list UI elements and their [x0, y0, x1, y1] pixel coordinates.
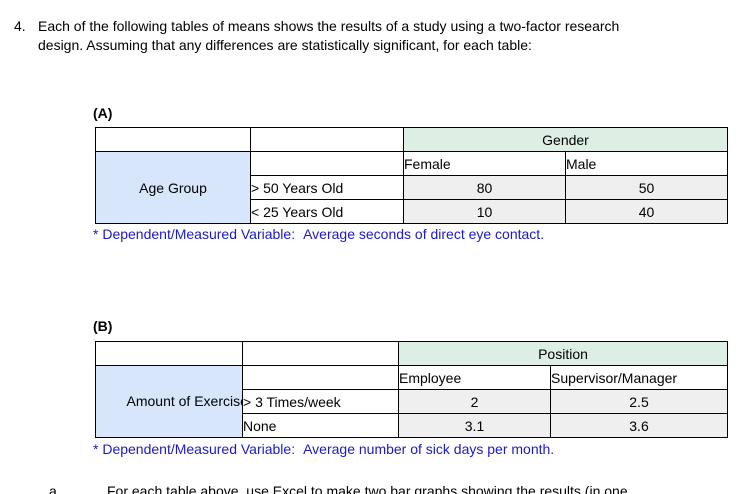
table-b-value-0-0: 2 — [398, 389, 551, 414]
table-b-column-header-employee: Employee — [398, 365, 551, 390]
spacer-cell — [250, 127, 404, 152]
sub-item-a: a. For each table above, use Excel to ma… — [49, 482, 628, 494]
question-text-line-2: design. Assuming that any differences ar… — [38, 37, 532, 53]
spacer-cell — [95, 127, 251, 152]
table-b: Position Amount of Exercise Employee Sup… — [95, 341, 728, 438]
table-a-row-label-1: < 25 Years Old — [250, 199, 404, 224]
table-a-note: * Dependent/Measured Variable: Average se… — [93, 226, 544, 242]
table-b-row-factor-text: Amount of Exercise — [126, 393, 243, 409]
table-a-header-row: Age Group Female Male — [95, 151, 728, 224]
table-b-column-factor-header: Position — [398, 341, 728, 366]
spacer-cell — [95, 341, 243, 366]
table-a-note-label: * Dependent/Measured Variable: — [93, 226, 296, 242]
table-a-column-header-female: Female — [403, 151, 566, 176]
table-a-column-factor-header: Gender — [403, 127, 728, 152]
table-b-row-label-0: > 3 Times/week — [242, 389, 399, 414]
table-a-value-0-0: 80 — [403, 175, 566, 200]
table-b-column-header-supervisor: Supervisor/Manager — [550, 365, 728, 390]
table-row: < 25 Years Old 10 40 — [96, 199, 728, 224]
table-a-label: (A) — [93, 105, 113, 121]
table-b-header-row: Amount of Exercise Employee Supervisor/M… — [95, 365, 728, 438]
question-text-line-1: Each of the following tables of means sh… — [38, 18, 620, 34]
sub-item-a-marker: a. — [49, 483, 61, 494]
question-4: 4. Each of the following tables of means… — [14, 17, 619, 55]
table-a: Gender Age Group Female Male > 50 Years … — [95, 127, 728, 224]
sub-item-a-text: For each table above, use Excel to make … — [107, 483, 628, 494]
table-b-factor-row: Position — [95, 341, 728, 366]
table-row: > 50 Years Old 80 50 — [96, 175, 728, 200]
table-a-value-1-1: 40 — [565, 199, 728, 224]
table-b-note: * Dependent/Measured Variable: Average nu… — [93, 441, 554, 457]
table-a-value-1-0: 10 — [403, 199, 566, 224]
table-b-value-1-1: 3.6 — [550, 413, 728, 438]
table-a-note-value: Average seconds of direct eye contact. — [303, 226, 545, 242]
table-row: None 3.1 3.6 — [96, 413, 728, 438]
spacer-cell — [242, 341, 399, 366]
table-b-label: (B) — [93, 318, 113, 334]
table-b-note-value: Average number of sick days per month. — [303, 441, 555, 457]
table-b-note-label: * Dependent/Measured Variable: — [93, 441, 296, 457]
empty-cell — [242, 365, 399, 390]
table-a-value-0-1: 50 — [565, 175, 728, 200]
table-a-factor-row: Gender — [95, 127, 728, 152]
table-b-value-1-0: 3.1 — [398, 413, 551, 438]
table-a-row-label-0: > 50 Years Old — [250, 175, 404, 200]
table-a-column-header-male: Male — [565, 151, 728, 176]
table-a-row-factor-cell: Age Group — [95, 151, 251, 224]
empty-cell — [250, 151, 404, 176]
table-b-value-0-1: 2.5 — [550, 389, 728, 414]
question-text: Each of the following tables of means sh… — [38, 17, 619, 55]
question-number: 4. — [14, 18, 26, 34]
table-b-row-label-1: None — [242, 413, 399, 438]
table-b-row-factor-cell: Amount of Exercise — [95, 365, 243, 438]
